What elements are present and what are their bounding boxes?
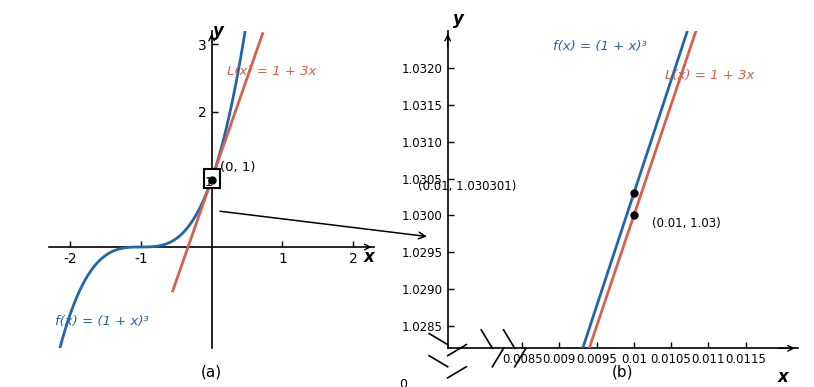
Text: (a): (a): [201, 364, 222, 379]
Text: f(x) = (1 + x)³: f(x) = (1 + x)³: [55, 315, 148, 328]
Text: x: x: [363, 248, 374, 266]
Bar: [204, 170, 220, 188]
Text: x: x: [777, 368, 788, 385]
Text: y: y: [453, 10, 464, 27]
Text: f(x) = (1 + x)³: f(x) = (1 + x)³: [553, 41, 646, 53]
Text: (0.01, 1.030301): (0.01, 1.030301): [418, 180, 516, 193]
Text: (0.01, 1.03): (0.01, 1.03): [653, 217, 721, 229]
Text: y: y: [213, 22, 224, 40]
Text: L(x) = 1 + 3x: L(x) = 1 + 3x: [227, 65, 317, 78]
Text: 1: 1: [205, 176, 212, 189]
Text: 0: 0: [399, 378, 407, 387]
Text: (0, 1): (0, 1): [220, 161, 256, 175]
Text: L(x) = 1 + 3x: L(x) = 1 + 3x: [665, 69, 754, 82]
Text: (b): (b): [612, 364, 633, 379]
